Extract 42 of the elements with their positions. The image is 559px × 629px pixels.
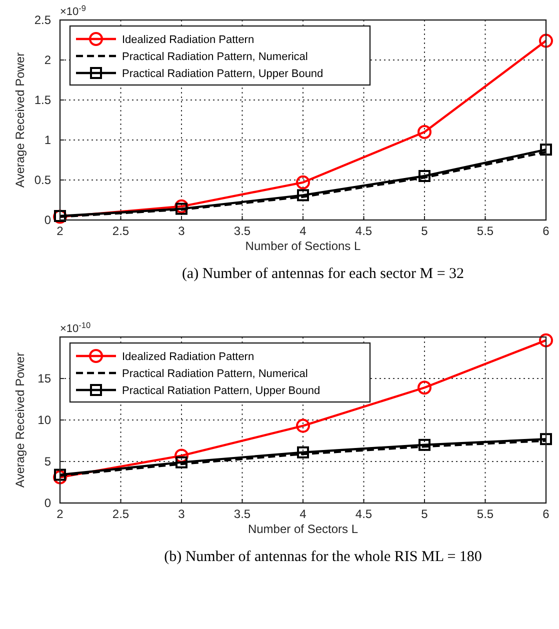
x-axis-title: Number of Sectors L — [248, 522, 358, 536]
x-tick-label: 4.5 — [355, 507, 372, 521]
x-tick-label: 2 — [56, 507, 64, 521]
x-tick-label: 2 — [56, 224, 64, 238]
y-tick-label: 0.5 — [34, 173, 52, 187]
legend-label: Idealized Radiation Pattern — [122, 351, 254, 363]
legend-label: Practical Radiation Pattern, Upper Bound — [122, 68, 324, 80]
x-tick-label: 3 — [178, 507, 186, 521]
x-axis-title: Number of Sections L — [245, 239, 362, 253]
x-tick-label: 4 — [300, 224, 307, 238]
x-tick-label: 5.5 — [476, 224, 494, 238]
x-tick-label: 5 — [421, 224, 428, 238]
x-tick-label: 4 — [300, 507, 307, 521]
legend-label: Practical Radiation Pattern, Numerical — [122, 51, 308, 63]
y-axis-title: Average Received Power — [13, 52, 27, 188]
y-tick-label: 2.5 — [34, 13, 52, 27]
text: ×10$^{-9}$ — [60, 4, 86, 18]
y-tick-label: 0 — [44, 496, 52, 510]
text: (b) Number of antennas for the whole RIS ML = 180 — [164, 549, 482, 565]
x-tick-label: 5 — [421, 507, 428, 521]
legend-label: Idealized Radiation Pattern — [122, 34, 254, 46]
x-tick-label: 4.5 — [355, 224, 372, 238]
y-tick-label: 1.5 — [34, 93, 52, 107]
legend-label: Practical Ratiation Pattern, Upper Bound — [122, 385, 320, 397]
x-tick-label: 3 — [178, 224, 186, 238]
x-tick-label: 6 — [542, 507, 550, 521]
legend-label: Practical Radiation Pattern, Numerical — [122, 368, 308, 380]
y-tick-label: 1 — [44, 133, 52, 147]
x-tick-label: 5.5 — [476, 507, 494, 521]
y-tick-label: 15 — [38, 372, 52, 386]
y-tick-label: 10 — [38, 413, 52, 427]
x-tick-label: 2.5 — [112, 224, 130, 238]
y-tick-label: 2 — [44, 53, 52, 67]
x-tick-label: 3.5 — [234, 507, 251, 521]
x-tick-label: 2.5 — [112, 507, 130, 521]
text: ×10$^{-10}$ — [60, 320, 92, 335]
text: (a) Number of antennas for each sector M = 32 — [182, 266, 464, 282]
y-axis-title: Average Received Power — [13, 352, 27, 488]
y-tick-label: 0 — [44, 213, 52, 227]
x-tick-label: 3.5 — [234, 224, 251, 238]
y-tick-label: 5 — [44, 454, 52, 468]
x-tick-label: 6 — [542, 224, 550, 238]
